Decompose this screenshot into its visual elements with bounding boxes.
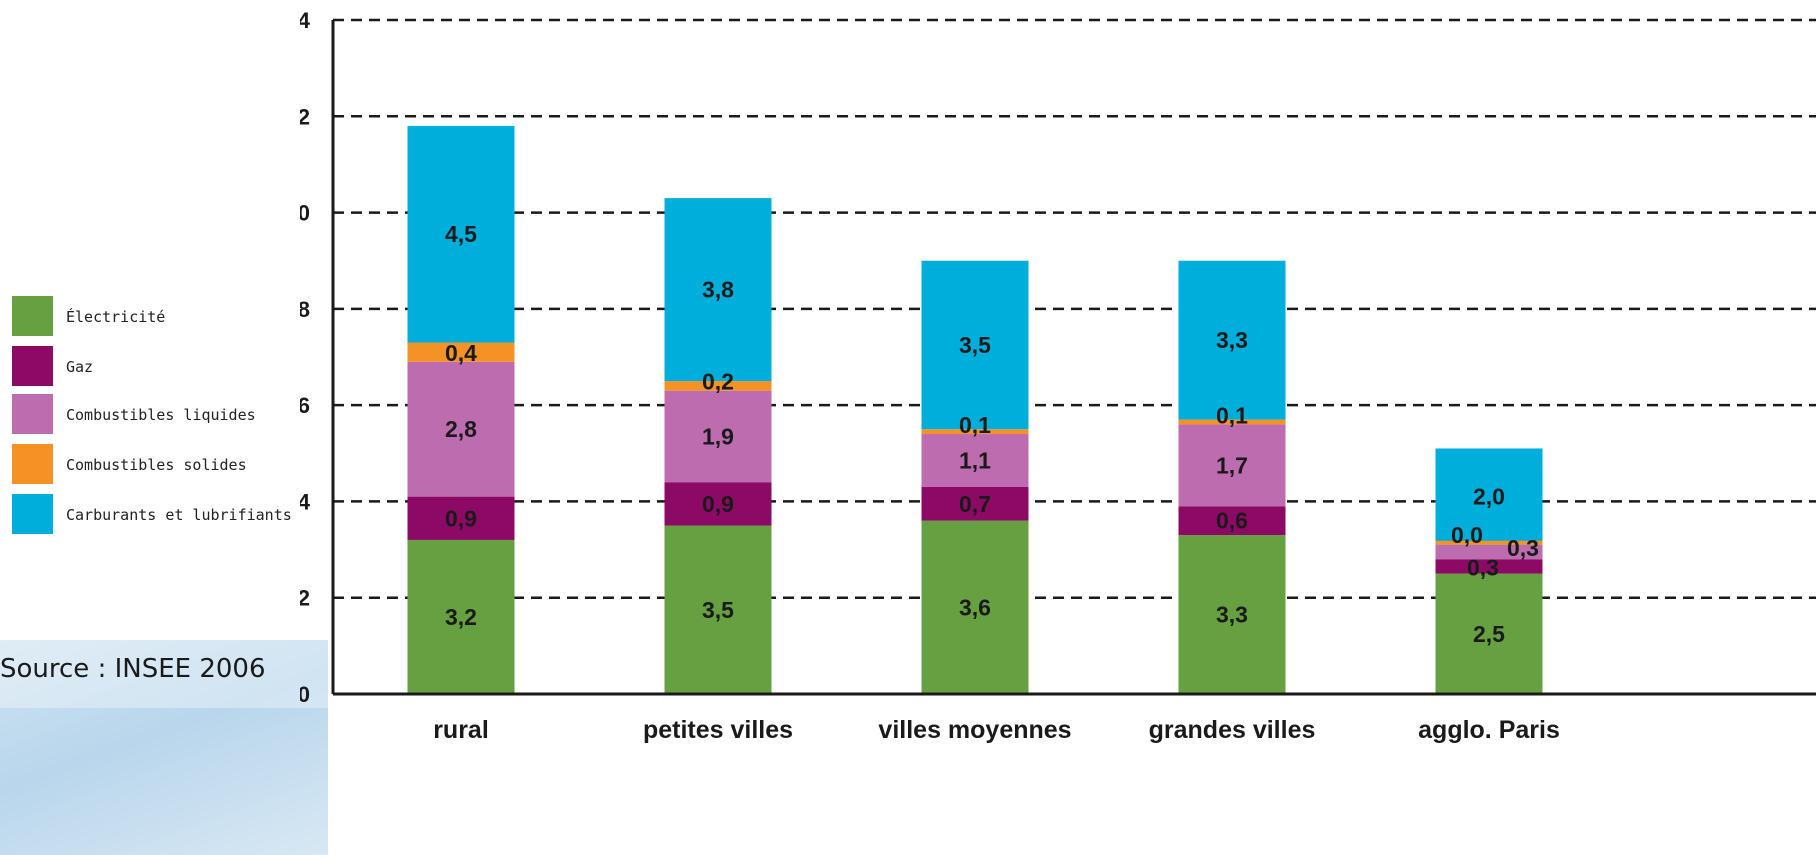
x-category-label: agglo. Paris xyxy=(1418,716,1560,744)
bar-segment xyxy=(664,198,772,382)
bar-segment xyxy=(1435,573,1543,694)
legend-swatch xyxy=(12,494,53,534)
bar-value-label: 0,9 xyxy=(702,491,734,517)
bar-value-label: 0,9 xyxy=(445,505,477,531)
legend-swatch xyxy=(12,346,53,386)
bars xyxy=(407,125,1543,694)
y-tick-label: 6 xyxy=(300,393,310,418)
bar-value-label: 3,5 xyxy=(702,597,734,623)
bar-segment xyxy=(664,390,772,483)
source-text: Source : INSEE 2006 xyxy=(0,654,266,684)
y-tick-label: 4 xyxy=(300,489,311,514)
y-tick-label: 10 xyxy=(300,201,310,226)
background-panel xyxy=(0,640,328,855)
bar-segment xyxy=(664,482,772,526)
chart-legend: Électricité Gaz Combustibles liquides Combu… xyxy=(0,296,326,620)
bar-segment xyxy=(664,525,772,694)
bar-value-label: 0,7 xyxy=(959,491,991,517)
bar-value-label: 0,2 xyxy=(702,369,734,395)
legend-label: Combustibles solides xyxy=(66,456,247,474)
legend-label: Électricité xyxy=(66,308,166,326)
bar-value-label: 0,1 xyxy=(959,412,991,438)
bar-value-label: 0,4 xyxy=(445,340,477,366)
y-tick-label: 14 xyxy=(300,8,311,33)
x-category-label: rural xyxy=(433,716,489,744)
bar-segment xyxy=(921,434,1029,487)
bar-segment xyxy=(1178,506,1286,536)
y-axis-ticks: 0 2 4 6 8 10 12 14 xyxy=(300,8,311,707)
bar-value-label: 0,3 xyxy=(1507,535,1539,561)
legend-swatch xyxy=(12,296,53,336)
bar-value-label: 0,6 xyxy=(1216,508,1248,534)
bar-segment xyxy=(664,381,772,391)
bar-segment xyxy=(921,486,1029,521)
x-category-label: grandes villes xyxy=(1149,716,1316,744)
bar-value-label: 2,8 xyxy=(445,416,477,442)
bar-value-label: 3,6 xyxy=(959,594,991,620)
bar-value-label: 4,5 xyxy=(445,221,477,247)
bar-segment xyxy=(1178,419,1286,425)
bar-segment xyxy=(1178,535,1286,694)
y-tick-label: 12 xyxy=(300,104,310,129)
x-axis-categories: rural petites villes villes moyennes grande… xyxy=(433,716,1560,744)
bar-segment xyxy=(407,539,515,694)
bar-value-label: 2,5 xyxy=(1473,621,1505,647)
bar-segment xyxy=(1435,448,1543,545)
data-labels: 3,2 0,9 2,8 0,4 4,5 3,5 0,9 1,9 0,2 3,8 3,6 0,7 1,1 0… xyxy=(445,221,1539,647)
legend-label: Gaz xyxy=(66,358,94,376)
bar-value-label: 1,9 xyxy=(702,423,734,449)
legend-label: Combustibles liquides xyxy=(66,406,256,424)
bar-value-label: 3,5 xyxy=(959,332,991,358)
bar-value-label: 3,3 xyxy=(1216,602,1248,628)
bar-value-label: 0,1 xyxy=(1216,402,1248,428)
legend-swatch xyxy=(12,394,53,434)
bar-value-label: 3,8 xyxy=(702,277,734,303)
x-category-label: villes moyennes xyxy=(878,716,1071,744)
bar-segment xyxy=(921,429,1029,435)
bar-value-label: 1,1 xyxy=(959,448,991,474)
legend-swatch xyxy=(12,444,53,484)
bar-segment xyxy=(1435,544,1543,560)
x-category-label: petites villes xyxy=(643,716,793,744)
bar-segment xyxy=(407,361,515,497)
bar-segment xyxy=(407,342,515,362)
bar-segment xyxy=(921,520,1029,694)
bar-segment xyxy=(1178,260,1286,420)
bar-value-label: 2,0 xyxy=(1473,484,1505,510)
bar-value-label: 3,2 xyxy=(445,604,477,630)
y-tick-label: 2 xyxy=(300,586,310,611)
bar-segment xyxy=(407,496,515,540)
y-tick-label: 8 xyxy=(300,297,310,322)
bar-segment xyxy=(1435,559,1543,574)
bar-value-label: 0,0 xyxy=(1451,522,1483,548)
bar-segment-min xyxy=(1435,540,1543,545)
bar-value-label: 3,3 xyxy=(1216,327,1248,353)
bar-segment xyxy=(921,260,1029,430)
bar-value-label: 1,7 xyxy=(1216,452,1248,478)
stacked-bar-chart: 02468101214 3,20,92,80,44,53,50,91,90,23… xyxy=(300,8,1816,744)
grid-lines xyxy=(333,18,1816,599)
bar-segment xyxy=(1178,424,1286,507)
bar-value-label: 0,3 xyxy=(1467,555,1499,581)
y-tick-label: 0 xyxy=(300,682,310,707)
bar-segment xyxy=(407,125,515,343)
source-note: Source : INSEE 2006 xyxy=(0,640,328,708)
legend-label: Carburants et lubrifiants xyxy=(66,506,292,524)
